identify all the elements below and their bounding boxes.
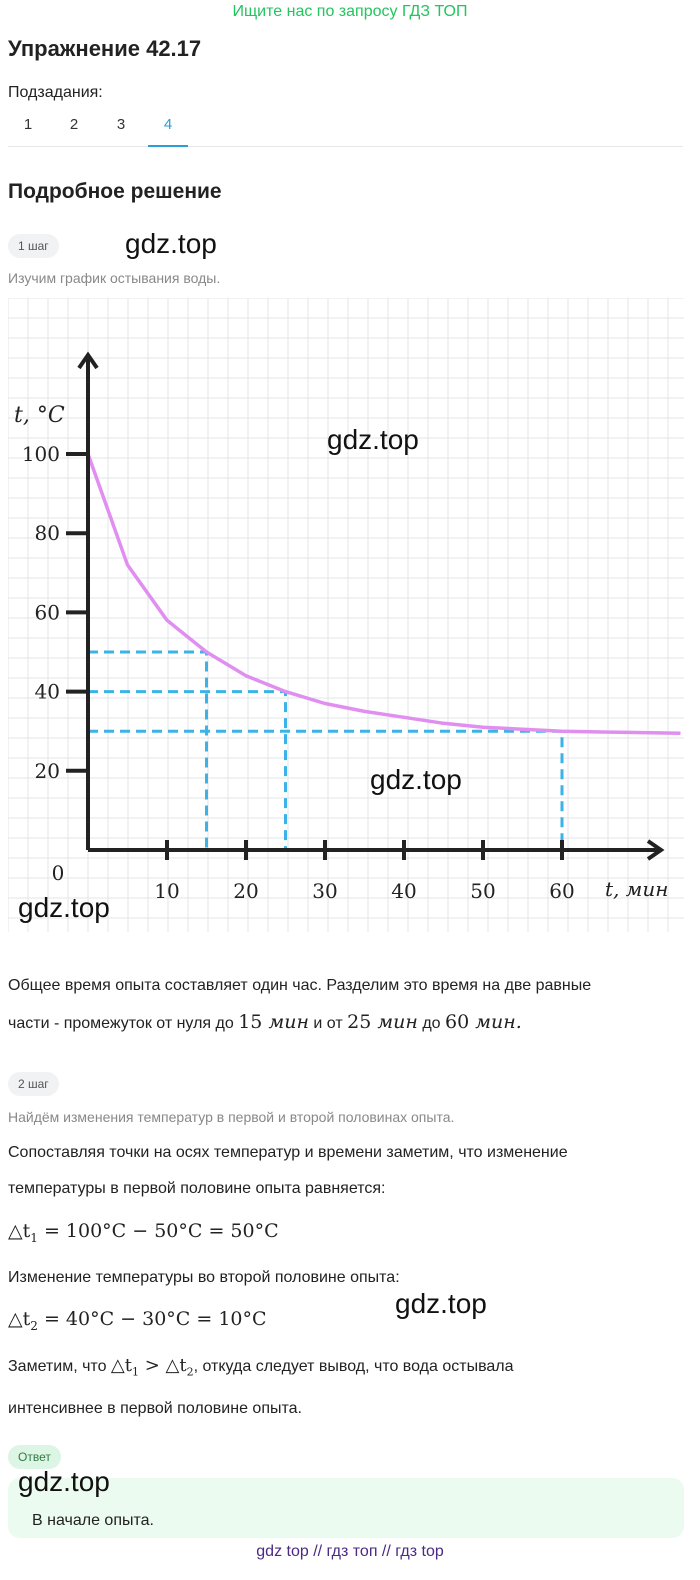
step-1-t1: 15 мин xyxy=(238,1011,309,1033)
watermark-1: gdz.top xyxy=(125,228,217,259)
step-2-p3-b: откуда следует вывод, что вода остывала xyxy=(202,1358,514,1375)
guide-line-1 xyxy=(88,650,208,850)
step-2-p1-line2: температуры в первой половине опыта равн… xyxy=(8,1180,386,1197)
step-2-para-3: Заметим, что △t1 > △t2, откуда следует в… xyxy=(8,1348,680,1427)
answer-text: В начале опыта. xyxy=(32,1512,154,1529)
formula-1: △t1 = 100°C − 50°C = 50°C xyxy=(8,1220,279,1245)
step-1-t3: 60 мин. xyxy=(445,1011,522,1033)
tab-3[interactable]: 3 xyxy=(116,116,126,133)
t3-unit: мин xyxy=(475,1011,516,1033)
answer-box xyxy=(8,1478,684,1538)
ineq-lhs: △t xyxy=(110,1355,132,1376)
step-1-text-a: части - промежуток от нуля до xyxy=(8,1015,234,1032)
answer-badge: Ответ xyxy=(8,1445,61,1469)
x-tick-label: 10 xyxy=(154,879,179,903)
watermark-4: gdz.top xyxy=(18,892,110,923)
t2-value: 25 xyxy=(347,1011,372,1033)
x-axis-label: t, мин xyxy=(605,877,668,901)
step-2-p3-line1: Заметим, что △t1 > △t2, откуда следует в… xyxy=(8,1355,514,1379)
subtasks-label: Подзадания: xyxy=(8,84,103,101)
origin-label: 0 xyxy=(52,861,65,885)
top-banner[interactable]: Ищите нас по запросу ГДЗ ТОП xyxy=(232,3,468,20)
watermark-5: gdz.top xyxy=(395,1288,487,1319)
x-tick-label: 60 xyxy=(549,879,574,903)
section-title: Подробное решение xyxy=(8,180,222,203)
footer-links[interactable]: gdz top // гдз топ // гдз top xyxy=(256,1543,444,1560)
t2-unit: мин xyxy=(377,1011,418,1033)
x-tick-label: 40 xyxy=(391,879,416,903)
page-title: Упражнение 42.17 xyxy=(8,36,202,61)
formula-1-lhs: △t xyxy=(8,1220,31,1242)
step-1-text-line1: Общее время опыта составляет один час. Р… xyxy=(8,977,592,994)
step-1-badge: 1 шаг xyxy=(8,234,59,258)
cooling-chart: 10 20 30 40 50 60 20 40 60 80 100 0 t, мин t, °C xyxy=(7,297,684,932)
formula-2: △t2 = 40°C − 30°C = 10°C xyxy=(8,1308,267,1333)
step-1-text: Общее время опыта составляет один час. Р… xyxy=(8,968,680,1042)
step-2-para-1: Сопоставляя точки на осях температур и в… xyxy=(8,1135,680,1207)
formula-2-rest: = 40°C − 30°C = 10°C xyxy=(43,1308,267,1330)
formula-1-rest: = 100°C − 50°C = 50°C xyxy=(43,1220,279,1242)
chart-svg: 10 20 30 40 50 60 20 40 60 80 100 0 t, мин t, °C xyxy=(7,297,684,932)
ineq-rhs: △t xyxy=(165,1355,187,1376)
x-tick-label: 30 xyxy=(312,879,337,903)
subtask-tabs: 1 2 3 4 xyxy=(8,110,683,147)
step-2-hint: Найдём изменения температур в первой и в… xyxy=(8,1109,455,1125)
step-1-text-b: и от xyxy=(313,1015,343,1032)
step-2-p3-line2: интенсивнее в первой половине опыта. xyxy=(8,1399,302,1417)
t1-unit: мин xyxy=(268,1011,309,1033)
formula-2-sub: 2 xyxy=(30,1318,38,1333)
cooling-curve xyxy=(86,453,681,735)
ineq-sub1: 1 xyxy=(132,1365,139,1379)
watermark-6: gdz.top xyxy=(18,1466,110,1497)
x-axis-arrow xyxy=(646,839,665,861)
inequality: △t1 > △t2 xyxy=(110,1355,194,1379)
step-2-p1-line1: Сопоставляя точки на осях температур и в… xyxy=(8,1144,568,1161)
y-tick-label: 40 xyxy=(35,680,60,704)
step-2-p3-a: Заметим, что xyxy=(8,1358,107,1375)
y-tick-label: 60 xyxy=(35,600,60,624)
formula-1-sub: 1 xyxy=(30,1230,38,1245)
guide-line-3 xyxy=(88,729,564,850)
step-1-t2: 25 мин xyxy=(347,1011,418,1033)
formula-2-lhs: △t xyxy=(8,1308,31,1330)
t3-value: 60 xyxy=(445,1011,470,1033)
y-axis-arrow xyxy=(77,351,99,370)
watermark-3: gdz.top xyxy=(370,764,462,795)
y-tick-label: 80 xyxy=(35,521,60,545)
x-tick-label: 50 xyxy=(470,879,495,903)
guide-line-2 xyxy=(88,690,287,850)
step-2-para-2: Изменение температуры во второй половине… xyxy=(8,1269,400,1286)
ineq-sub2: 2 xyxy=(186,1365,194,1379)
step-1-text-c: до xyxy=(422,1015,441,1032)
y-tick-label: 20 xyxy=(35,759,60,783)
y-axis-label: t, °C xyxy=(14,403,65,428)
x-tick-label: 20 xyxy=(233,879,258,903)
step-1-text-line2: части - промежуток от нуля до 15 мин и о… xyxy=(8,1004,680,1042)
step-1-hint: Изучим график остывания воды. xyxy=(8,270,221,286)
tab-2[interactable]: 2 xyxy=(69,116,79,133)
step-2-badge: 2 шаг xyxy=(8,1072,59,1096)
tab-4[interactable]: 4 xyxy=(148,110,188,147)
t1-value: 15 xyxy=(238,1011,263,1033)
tab-1[interactable]: 1 xyxy=(23,116,33,133)
y-tick-label: 100 xyxy=(22,442,60,466)
watermark-2: gdz.top xyxy=(327,424,419,455)
